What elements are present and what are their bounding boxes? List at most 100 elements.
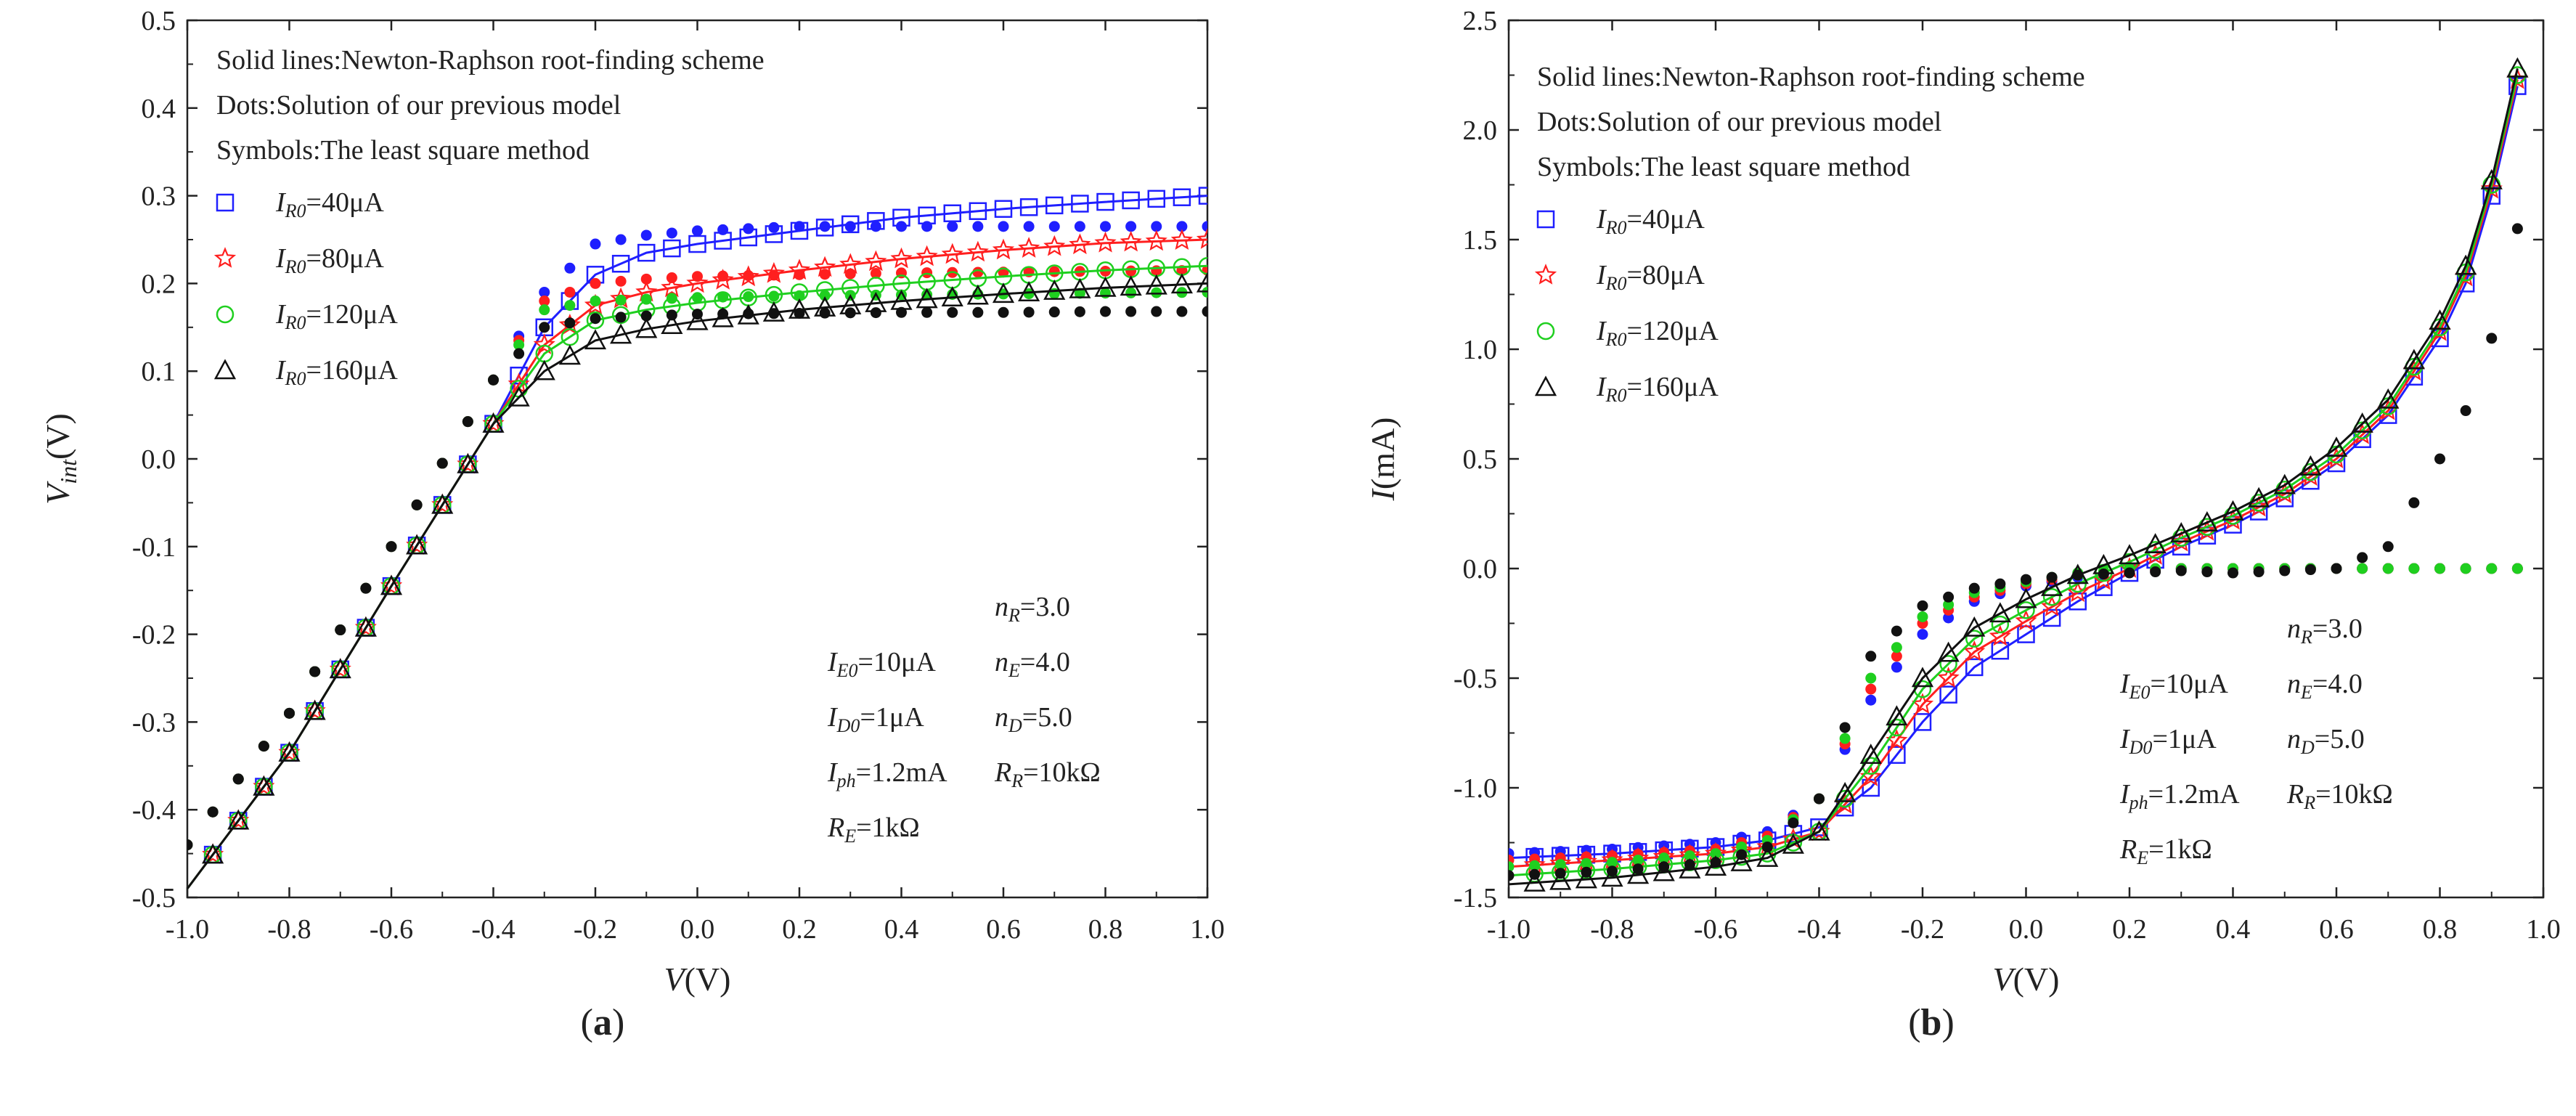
x-axis-label-unit: (V) (685, 961, 731, 998)
x-axis-label: V(V) (664, 961, 731, 998)
y-tick-label: 2.5 (1463, 6, 1498, 36)
series-marker (941, 243, 963, 264)
series-dot (2021, 574, 2031, 585)
series-marker (1018, 237, 1040, 258)
legend-label-sub: R0 (1605, 273, 1627, 294)
legend-marker (213, 247, 237, 268)
series-0 (1509, 77, 2527, 866)
series-dot (513, 348, 525, 359)
series-marker (329, 658, 351, 679)
series-marker (712, 269, 734, 290)
series-marker (918, 206, 936, 225)
series-dot (1509, 861, 1515, 873)
y-tick-label: 0.5 (1463, 444, 1498, 475)
y-axis-label-var: V (39, 481, 76, 505)
series-dot (1125, 221, 1137, 232)
series-marker (1145, 274, 1167, 295)
series-marker (1096, 192, 1114, 211)
series-dot (2227, 567, 2238, 579)
y-axis-label: I(mA) (1364, 418, 1401, 502)
param-label-main: n (995, 647, 1008, 677)
series-marker (992, 282, 1015, 304)
y-tick-label: 0.0 (1463, 554, 1498, 585)
series-marker (992, 238, 1015, 260)
series-marker (1706, 851, 1725, 869)
param-label-rest: =1kΩ (856, 812, 920, 843)
series-marker (2042, 588, 2061, 606)
series-dot (2434, 453, 2445, 465)
x-tick-label: 0.4 (884, 914, 919, 945)
series-marker (1196, 272, 1207, 293)
series-dot (207, 806, 219, 818)
param-label: ID0=1μA (827, 702, 924, 736)
param-label-sub: E (844, 826, 856, 847)
series-dot (743, 291, 754, 303)
series-marker (482, 412, 505, 433)
series-dot (640, 273, 652, 285)
series-marker (1523, 871, 1546, 892)
series-marker (2351, 412, 2373, 433)
series-dot (335, 624, 346, 636)
series-dot (1917, 629, 1928, 640)
series-dot (1943, 599, 1955, 611)
param-label-rest: =1μA (860, 702, 924, 733)
series-dot (462, 416, 473, 428)
series-marker (1627, 863, 1650, 884)
series-marker (558, 344, 581, 365)
x-tick-label: 1.0 (1190, 914, 1225, 945)
series-dot (2201, 566, 2213, 578)
series-dot (1151, 306, 1162, 317)
series-marker (737, 265, 759, 287)
series-marker (1730, 851, 1753, 871)
series-dot (1100, 306, 1111, 317)
series-marker (916, 245, 938, 266)
legend-label: IR0=40μA (1596, 204, 1705, 238)
param-label-main: I (2119, 724, 2131, 754)
series-dot (1788, 817, 1799, 828)
series-dot (1023, 306, 1035, 318)
series-marker (2015, 609, 2037, 631)
series-dot (187, 839, 193, 851)
param-label-sub: D0 (2129, 737, 2153, 758)
legend-label-rest: =120μA (1627, 316, 1719, 346)
series-marker (1808, 820, 1830, 841)
series-marker (2196, 510, 2218, 531)
param-label-sub: E (2136, 847, 2148, 868)
series-marker (865, 291, 887, 312)
series-dot (717, 308, 729, 319)
series-marker (788, 298, 811, 319)
series-marker (2222, 500, 2244, 521)
series-marker (2017, 625, 2035, 643)
series-marker (1120, 230, 1142, 252)
y-tick-label: 2.0 (1463, 115, 1498, 146)
series-marker (969, 202, 987, 220)
series-marker (2480, 168, 2503, 190)
series-marker (688, 235, 706, 253)
y-tick-label: 1.0 (1463, 335, 1498, 365)
legend-note: Solid lines:Newton-Raphson root-finding … (216, 45, 765, 76)
series-dot (870, 221, 881, 232)
series-marker (1756, 847, 1779, 867)
param-label: nE=4.0 (995, 647, 1070, 681)
series-dot (2408, 497, 2420, 508)
series-marker (1782, 833, 1804, 854)
series-dot (1151, 221, 1162, 232)
series-dot (258, 741, 269, 752)
series-marker (2273, 473, 2296, 494)
series-dot (513, 339, 525, 351)
legend-label: IR0=160μA (1596, 372, 1719, 406)
y-tick-label: 0.1 (142, 357, 176, 387)
series-marker (508, 386, 530, 407)
series-dot (488, 374, 499, 386)
param-label: RE=1kΩ (2119, 834, 2212, 868)
series-dot (640, 310, 652, 322)
x-tick-label: 0.8 (1088, 914, 1123, 945)
series-marker (1991, 642, 2010, 660)
series-line (1509, 68, 2519, 886)
legend-label-main: I (275, 187, 287, 218)
series-dot (1176, 221, 1188, 232)
series-dot (1814, 793, 1825, 805)
series-marker (1071, 195, 1089, 213)
series-dot (2175, 565, 2187, 577)
legend-marker (216, 305, 235, 324)
